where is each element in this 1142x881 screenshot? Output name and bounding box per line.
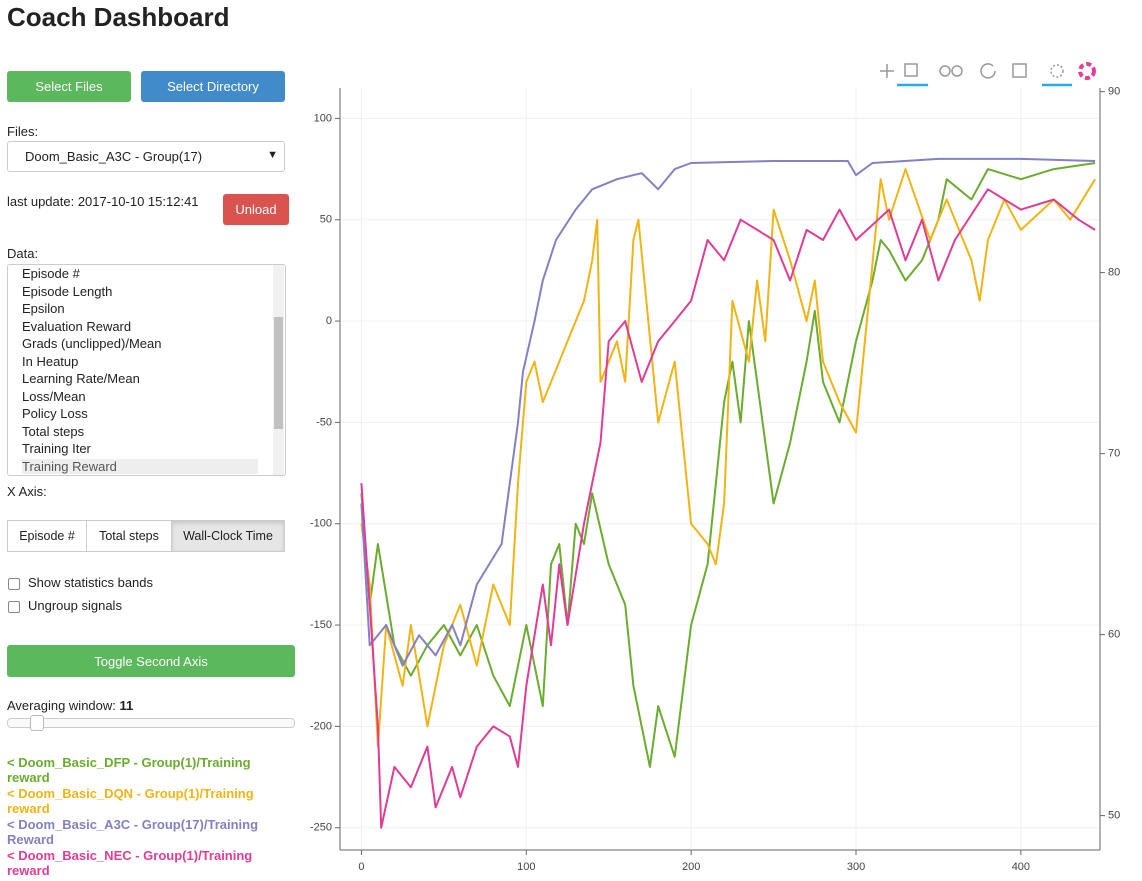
wheel-zoom-icon[interactable] [939, 65, 951, 77]
y-tick-label: -150 [310, 619, 332, 631]
x-axis-label: X Axis: [7, 484, 47, 499]
series-line [360, 157, 1096, 667]
data-item[interactable]: Learning Rate/Mean [22, 371, 140, 386]
checkbox[interactable] [8, 601, 20, 613]
y2-tick-label: 70 [1108, 448, 1120, 460]
legend-entry[interactable]: < Doom_Basic_DFP - Group(1)/Training rew… [7, 755, 251, 785]
reset-icon[interactable] [980, 63, 996, 79]
x-tick-label: 400 [1012, 861, 1030, 873]
series-line [360, 168, 1096, 748]
scrollbar-thumb[interactable] [274, 317, 283, 429]
save-icon[interactable] [1012, 63, 1027, 78]
data-label: Data: [7, 246, 39, 261]
legend-entry[interactable]: < Doom_Basic_A3C - Group(17)/Training Re… [7, 817, 259, 847]
y2-tick-label: 90 [1108, 86, 1120, 98]
data-item[interactable]: Episode Length [22, 283, 113, 299]
legend-entry[interactable]: < Doom_Basic_DQN - Group(1)/Training rew… [7, 786, 254, 816]
data-item[interactable]: Loss/Mean [22, 388, 86, 404]
averaging-value: 11 [119, 698, 134, 713]
wheel-zoom-icon[interactable] [951, 65, 963, 77]
y-tick-label: -50 [316, 416, 332, 428]
x-tick-label: 100 [517, 861, 535, 873]
averaging-label: Averaging window: 11 [7, 698, 133, 713]
last-update: last update: 2017-10-10 15:12:41 [7, 194, 199, 209]
data-item[interactable]: Training Iter [22, 441, 91, 456]
legend-entry[interactable]: < Doom_Basic_NEC - Group(1)/Training rew… [7, 848, 253, 878]
x-tick-label: 300 [847, 861, 865, 873]
unload-button[interactable]: Unload [223, 194, 289, 225]
data-item[interactable]: Training Reward [22, 458, 258, 474]
x-tick-label: 200 [682, 861, 700, 873]
series-line [360, 188, 1096, 829]
slider[interactable] [7, 718, 295, 728]
y2-tick-label: 50 [1108, 810, 1120, 822]
slider-handle[interactable] [30, 715, 44, 731]
toggle-axis-button[interactable]: Toggle Second Axis [7, 645, 295, 677]
files-label: Files: [7, 124, 39, 139]
data-item[interactable]: In Heatup [22, 353, 79, 369]
logo [1078, 62, 1096, 80]
y-tick-label: -250 [310, 822, 332, 834]
y-tick-label: 100 [314, 112, 332, 124]
toolbar [880, 62, 1096, 87]
y-tick-label: -100 [310, 518, 332, 530]
checkbox-label: Show statistics bands [28, 575, 154, 590]
select-directory-button[interactable]: Select Directory [141, 71, 285, 102]
page-title: Coach Dashboard [7, 2, 230, 32]
data-item[interactable]: Grads (unclipped)/Mean [22, 336, 162, 351]
y-tick-label: 0 [326, 315, 332, 327]
zoom-icon[interactable] [904, 63, 918, 77]
data-list[interactable]: Episode # Episode Length Epsilon Evaluation… [7, 264, 286, 476]
data-item[interactable]: Policy Loss [22, 406, 88, 421]
y2-tick-label: 80 [1108, 267, 1120, 279]
x-axis-option[interactable]: Wall-Clock Time [171, 520, 285, 552]
data-item[interactable]: Total steps [22, 423, 85, 439]
y-tick-label: 50 [320, 214, 332, 226]
x-tick-label: 0 [358, 861, 364, 873]
dropdown-arrow: ▼ [267, 149, 278, 161]
y2-tick-label: 60 [1108, 629, 1120, 641]
data-item[interactable]: Evaluation Reward [22, 318, 132, 334]
checkbox-label: Ungroup signals [28, 598, 122, 613]
averaging-text: Averaging window: [7, 698, 116, 713]
chart: -250 -200 -150 -100 -50 0 50 100 0 100 200 300 400 50… [310, 62, 1120, 873]
data-item[interactable]: Episode # [22, 266, 80, 281]
x-axis-option[interactable]: Episode # [7, 520, 87, 552]
files-select-value: Doom_Basic_A3C - Group(17) [25, 149, 203, 164]
data-item[interactable]: Epsilon [22, 301, 65, 316]
series-line [360, 162, 1096, 768]
select-files-button[interactable]: Select Files [7, 71, 131, 102]
checkbox[interactable] [8, 578, 20, 590]
pan-icon[interactable] [880, 64, 894, 78]
files-select[interactable]: Doom_Basic_A3C - Group(17) ▼ [7, 141, 285, 172]
y-tick-label: -200 [310, 720, 332, 732]
hover-icon[interactable] [1050, 64, 1064, 78]
x-axis-option[interactable]: Total steps [86, 520, 172, 552]
